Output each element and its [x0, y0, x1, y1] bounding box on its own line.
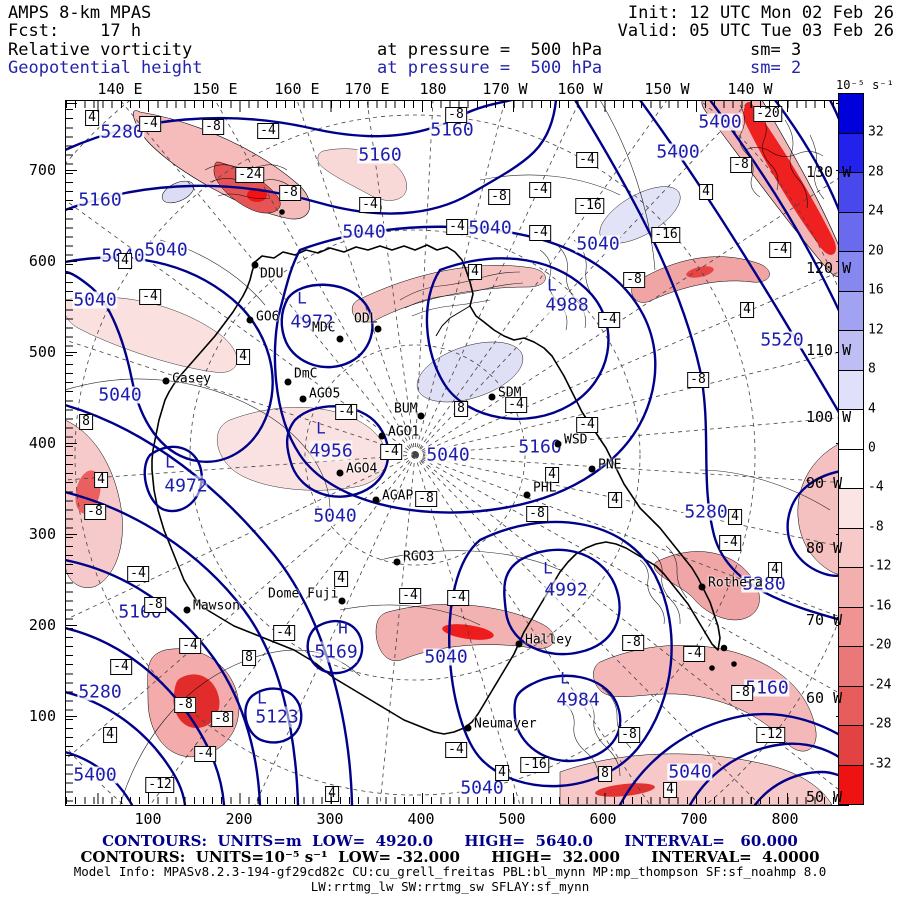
left-axis-label: 200 — [28, 616, 56, 634]
left-axis-label: 600 — [28, 252, 56, 270]
field2-name: Geopotential height — [8, 58, 203, 78]
right-axis-label: 100 W — [806, 408, 852, 426]
top-axis-label: 150 W — [644, 80, 690, 98]
field1-name: Relative vorticity — [8, 40, 193, 60]
top-axis-label: 180 — [419, 80, 447, 98]
bottom-axis-label: 700 — [680, 810, 708, 828]
field1-smoothing: sm= 3 — [750, 40, 802, 60]
top-axis-label: 160 W — [557, 80, 603, 98]
colorbar-cell — [839, 607, 863, 647]
valid-time: Valid: 05 UTC Tue 03 Feb 26 — [617, 21, 894, 41]
left-axis-label: 100 — [28, 707, 56, 725]
left-axis-label: 700 — [28, 161, 56, 179]
bottom-axis-label: 300 — [316, 810, 344, 828]
top-axis-label: 170 E — [344, 80, 390, 98]
colorbar-cell — [839, 765, 863, 804]
right-axis-label: 120 W — [806, 259, 852, 277]
bottom-axis-label: 600 — [589, 810, 617, 828]
colorbar-cell — [839, 449, 863, 489]
top-axis-label: 170 W — [482, 80, 528, 98]
init-time: Init: 12 UTC Mon 02 Feb 26 — [627, 3, 894, 23]
top-axis-label: 140 W — [727, 80, 773, 98]
colorbar-cell — [839, 94, 863, 134]
bottom-axis-label: 100 — [134, 810, 162, 828]
left-axis-label: 500 — [28, 343, 56, 361]
right-axis-label: 50 W — [806, 788, 843, 806]
field2-smoothing: sm= 2 — [750, 58, 802, 78]
colorbar-cell — [839, 370, 863, 410]
right-axis-label: 60 W — [806, 689, 843, 707]
contours-height-caption: CONTOURS: UNITS=m LOW= 4920.0 HIGH= 5640… — [102, 832, 798, 850]
field1-level: at pressure = 500 hPa — [377, 40, 603, 60]
left-axis-label: 400 — [28, 434, 56, 452]
colorbar-cell — [839, 528, 863, 568]
top-axis-label: 160 E — [274, 80, 320, 98]
bottom-axis-label: 500 — [498, 810, 526, 828]
right-axis-label: 80 W — [806, 539, 843, 557]
colorbar-cell — [839, 686, 863, 726]
right-axis-label: 90 W — [806, 474, 843, 492]
colorbar-cell — [839, 212, 863, 252]
right-axis-label: 110 W — [806, 341, 852, 359]
field2-level: at pressure = 500 hPa — [377, 58, 603, 78]
forecast-hour: Fcst: 17 h — [8, 21, 142, 41]
colorbar-cell — [839, 489, 863, 529]
left-axis-label: 300 — [28, 525, 56, 543]
top-axis-label: 150 E — [192, 80, 238, 98]
right-axis-label: 130 W — [806, 163, 852, 181]
contours-vorticity-caption: CONTOURS: UNITS=10⁻⁵ s⁻¹ LOW= -32.000 HI… — [80, 848, 820, 866]
right-axis-label: 70 W — [806, 611, 843, 629]
colorbar-units-label: 10⁻⁵ s⁻¹ — [836, 78, 894, 92]
colorbar-cell — [839, 726, 863, 766]
bottom-axis-label: 200 — [225, 810, 253, 828]
bottom-axis-label: 800 — [771, 810, 799, 828]
colorbar-cell — [839, 568, 863, 608]
model-title: AMPS 8-km MPAS — [8, 3, 152, 23]
colorbar-cell — [839, 647, 863, 687]
top-axis-label: 140 E — [97, 80, 143, 98]
model-info-line1: Model Info: MPASv8.2.3-194-gf29cd82c CU:… — [73, 864, 827, 879]
model-info-line2: LW:rrtmg_lw SW:rrtmg_sw SFLAY:sf_mynn — [310, 879, 590, 894]
bottom-axis-label: 400 — [407, 810, 435, 828]
colorbar-cell — [839, 291, 863, 331]
